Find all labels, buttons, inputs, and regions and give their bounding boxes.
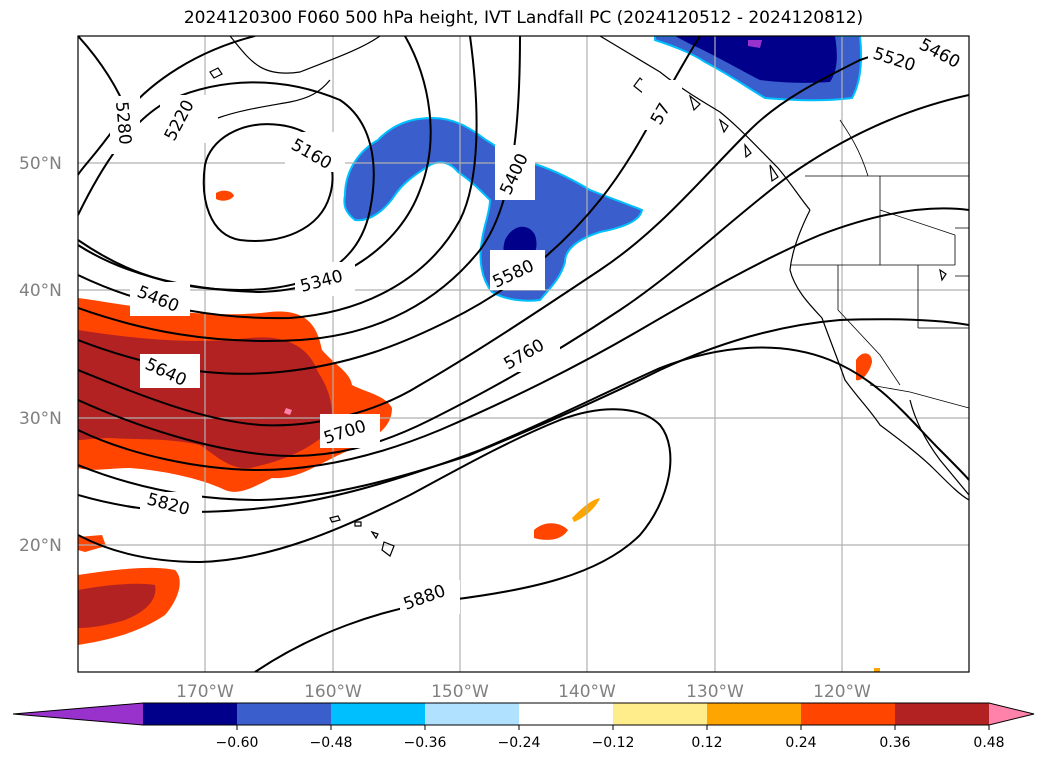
colorbar-outline (12, 702, 1035, 726)
lon-label: 160°W (304, 682, 362, 702)
lon-label: 140°W (558, 682, 616, 702)
colorbar-segment (519, 703, 614, 725)
colorbar-segment (707, 703, 802, 725)
colorbar-segment (895, 703, 990, 725)
contour-label-backgrounds (110, 36, 969, 614)
colorbar-extend-low (13, 703, 143, 725)
ivt-region-california (856, 353, 872, 381)
colorbar-tick-label: 0.24 (785, 735, 816, 751)
colorbar-segment (613, 703, 708, 725)
colorbar-segment (801, 703, 896, 725)
longitude-labels: 170°W 160°W 150°W 140°W 130°W 120°W (176, 682, 871, 702)
colorbar-tick-label: −0.24 (498, 735, 541, 751)
colorbar-tick-label: −0.36 (404, 735, 447, 751)
lat-label: 50°N (19, 154, 62, 174)
map-frame (77, 35, 970, 673)
lat-label: 20°N (19, 536, 62, 556)
political-borders (790, 119, 969, 409)
ivt-region-hawaii-east (534, 523, 568, 540)
colorbar: −0.60 −0.48 −0.36 −0.24 −0.12 0.12 0.24 0.36 0.4… (12, 702, 1035, 751)
colorbar-segment (143, 703, 238, 725)
colorbar-extend-high (989, 703, 1034, 725)
colorbar-tick-label: 0.48 (973, 735, 1004, 751)
lon-label: 130°W (686, 682, 744, 702)
ivt-max-spot (284, 408, 292, 415)
colorbar-tick-label: −0.48 (310, 735, 353, 751)
lat-label: 30°N (19, 409, 62, 429)
contour-label: 5280 (111, 101, 135, 146)
colorbar-segment (237, 703, 332, 725)
colorbar-tick-label: 0.12 (691, 735, 722, 751)
latitude-labels: 50°N 40°N 30°N 20°N (19, 154, 62, 556)
ivt-region-south-edge (874, 668, 880, 672)
map-title: 2024120300 F060 500 hPa height, IVT Land… (183, 8, 864, 28)
lon-label: 120°W (813, 682, 871, 702)
lat-label: 40°N (19, 281, 62, 301)
lon-label: 170°W (176, 682, 234, 702)
colorbar-segment (331, 703, 426, 725)
lon-label: 150°W (431, 682, 489, 702)
ivt-min-spot (748, 40, 762, 48)
ivt-region-hawaii-ne (572, 498, 600, 522)
ivt-region-north-spot (216, 190, 234, 201)
colorbar-tick-label: 0.36 (879, 735, 910, 751)
coastlines (209, 36, 969, 557)
ivt-region-southwest-core (78, 583, 156, 628)
colorbar-tick-label: −0.12 (592, 735, 635, 751)
ivt-region-gulf-of-alaska (343, 116, 644, 302)
colorbar-segment (425, 703, 520, 725)
colorbar-tick-label: −0.60 (216, 735, 259, 751)
